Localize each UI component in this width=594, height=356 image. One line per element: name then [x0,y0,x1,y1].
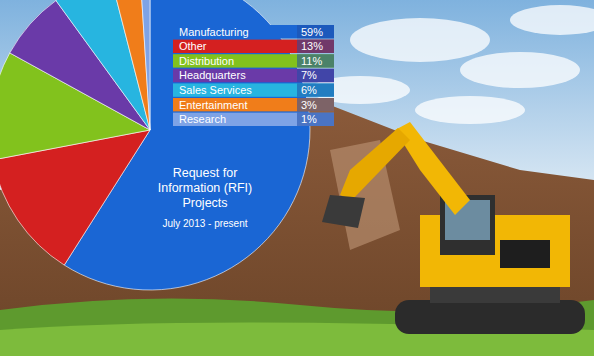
legend-swatch [173,69,334,82]
legend: Manufacturing 59% Other 13% Distribution 11% H… [173,25,334,126]
legend-value: 13% [301,40,323,52]
excavator-base [430,285,560,303]
pie-slice [140,0,150,130]
legend-swatch [173,40,334,53]
legend-label: Distribution [179,55,234,67]
grass [0,299,594,356]
legend-swatch [173,54,334,67]
excavator-badge [500,240,550,268]
legend-value-bg [297,25,334,38]
legend-value-bg [297,83,334,96]
legend-value-bg [297,69,334,82]
legend-swatch [173,98,334,111]
legend-value: 7% [301,69,317,81]
legend-label: Sales Services [179,84,252,96]
cloud [415,96,525,124]
excavator-track [395,300,585,334]
cloud [350,18,490,62]
excavator-arm [340,128,410,200]
legend-label: Headquarters [179,69,246,81]
excavator [322,122,585,334]
legend-swatch [173,113,334,126]
legend-value: 1% [301,113,317,125]
title-line: Information (RFI) [158,181,252,195]
legend-swatch [173,83,334,96]
legend-value-bg [297,54,334,67]
cloud [510,5,594,35]
legend-value: 59% [301,26,323,38]
cloud [460,52,580,88]
legend-label: Other [179,40,207,52]
legend-value: 6% [301,84,317,96]
legend-label: Entertainment [179,99,247,111]
legend-value: 11% [301,55,322,67]
legend-label: Research [179,113,226,125]
legend-value-bg [297,98,334,111]
legend-swatch [173,25,334,38]
legend-value-bg [297,40,334,53]
title: Request forInformation (RFI)Projects [158,166,252,210]
legend-value-bg [297,113,334,126]
legend-value: 3% [301,99,317,111]
excavator-bucket [322,195,365,228]
subtitle: July 2013 - present [162,218,247,229]
pie-slice [110,0,150,130]
chart-root: Request forInformation (RFI)Projects July… [0,0,594,356]
title-line: Projects [182,196,227,210]
excavator-boom [395,122,470,215]
legend-label: Manufacturing [179,26,249,38]
title-line: Request for [173,166,238,180]
